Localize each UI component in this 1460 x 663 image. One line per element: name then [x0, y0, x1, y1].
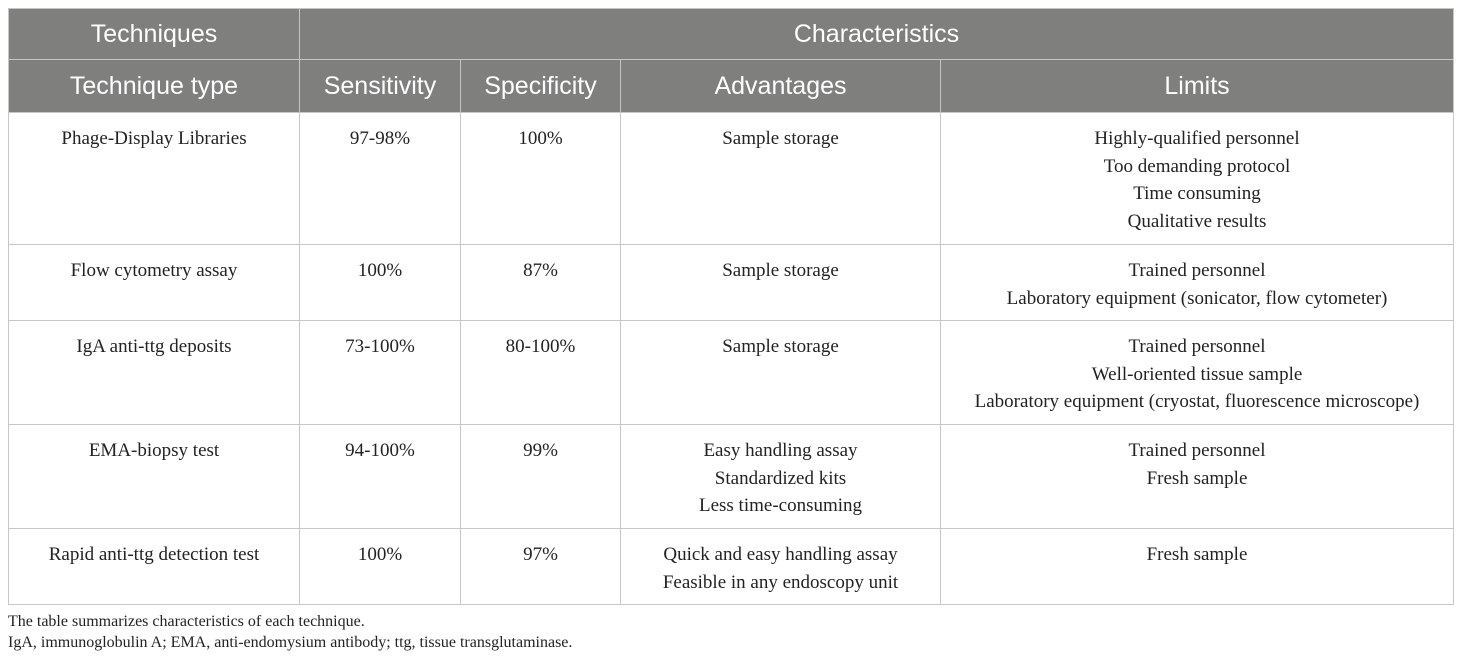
header-characteristics: Characteristics — [298, 8, 1455, 60]
table-footnotes: The table summarizes characteristics of … — [8, 611, 572, 653]
cell-text: Trained personnel — [1128, 260, 1266, 281]
cell-text: Laboratory equipment (sonicator, flow cy… — [1006, 287, 1388, 309]
table-container: Techniques Characteristics Technique typ… — [8, 8, 1455, 605]
advantages-cell: Easy handling assay Standardized kits Le… — [620, 424, 941, 529]
specificity-cell: 100% — [460, 112, 621, 245]
sensitivity-cell: 94-100% — [299, 424, 461, 529]
limits-cell: Highly-qualified personnel Too demanding… — [939, 112, 1455, 245]
footnote-summary: The table summarizes characteristics of … — [8, 613, 365, 630]
table-row: Phage-Display Libraries 97-98% 100% Samp… — [8, 112, 1455, 245]
specificity-cell: 80-100% — [460, 320, 621, 425]
cell-text: Time consuming — [1133, 183, 1261, 204]
sensitivity-cell: 73-100% — [299, 320, 461, 425]
cell-text: Trained personnel — [1128, 440, 1266, 461]
cell-text: 73-100% — [345, 336, 415, 357]
cell-text: Flow cytometry assay — [70, 260, 238, 281]
cell-text: 80-100% — [505, 336, 576, 357]
advantages-cell: Quick and easy handling assay Feasible i… — [620, 528, 941, 605]
cell-text: 100% — [518, 128, 563, 149]
cell-text: Too demanding protocol — [1103, 155, 1291, 177]
technique-cell: Phage-Display Libraries — [8, 112, 300, 245]
header-limits: Limits — [939, 59, 1455, 113]
technique-cell: IgA anti-ttg deposits — [8, 320, 300, 425]
cell-text: 97% — [523, 544, 558, 565]
techniques-table: Techniques Characteristics Technique typ… — [8, 8, 1455, 605]
specificity-cell: 99% — [460, 424, 621, 529]
cell-text: 100% — [357, 544, 403, 565]
cell-text: 87% — [523, 260, 558, 281]
footnote-abbreviations: IgA, immunoglobulin A; EMA, anti-endomys… — [8, 634, 573, 651]
cell-text: Well-oriented tissue sample — [1091, 363, 1303, 385]
table-row: Rapid anti-ttg detection test 100% 97% Q… — [8, 528, 1455, 605]
technique-cell: Rapid anti-ttg detection test — [8, 528, 300, 605]
cell-text: Sample storage — [722, 128, 839, 149]
cell-text: Laboratory equipment (cryostat, fluoresc… — [974, 391, 1420, 412]
limits-cell: Fresh sample — [939, 528, 1455, 605]
column-header-row: Technique type Sensitivity Specificity A… — [8, 59, 1455, 113]
cell-text: 94-100% — [345, 440, 415, 461]
limits-cell: Trained personnel Fresh sample — [939, 424, 1455, 529]
cell-text: Standardized kits — [714, 467, 847, 489]
header-techniques: Techniques — [8, 8, 300, 60]
cell-text: Sample storage — [722, 260, 839, 281]
cell-text: Quick and easy handling assay — [663, 544, 898, 565]
specificity-cell: 97% — [460, 528, 621, 605]
limits-cell: Trained personnel Laboratory equipment (… — [939, 244, 1455, 321]
technique-cell: EMA-biopsy test — [8, 424, 300, 529]
cell-text: 97-98% — [349, 128, 411, 149]
advantages-cell: Sample storage — [620, 112, 941, 245]
cell-text: Trained personnel — [1128, 336, 1266, 357]
cell-text: Less time-consuming — [698, 495, 863, 516]
cell-text: Highly-qualified personnel — [1094, 128, 1300, 149]
technique-cell: Flow cytometry assay — [8, 244, 300, 321]
sensitivity-cell: 100% — [299, 528, 461, 605]
sensitivity-cell: 97-98% — [299, 112, 461, 245]
cell-text: Rapid anti-ttg detection test — [48, 544, 260, 565]
specificity-cell: 87% — [460, 244, 621, 321]
group-header-row: Techniques Characteristics — [8, 8, 1455, 60]
advantages-cell: Sample storage — [620, 244, 941, 321]
cell-text: Phage-Display Libraries — [61, 128, 247, 149]
header-specificity: Specificity — [460, 59, 621, 113]
limits-cell: Trained personnel Well-oriented tissue s… — [939, 320, 1455, 425]
cell-text: Easy handling assay — [703, 440, 858, 461]
cell-text: 99% — [523, 440, 558, 461]
cell-text: Sample storage — [722, 336, 839, 357]
cell-text: IgA anti-ttg deposits — [76, 336, 232, 357]
table-row: Flow cytometry assay 100% 87% Sample sto… — [8, 244, 1455, 321]
header-technique-type: Technique type — [8, 59, 300, 113]
cell-text: Qualitative results — [1127, 210, 1267, 232]
cell-text: Fresh sample — [1146, 467, 1248, 489]
cell-text: 100% — [357, 260, 403, 281]
cell-text: Feasible in any endoscopy unit — [662, 571, 899, 593]
cell-text: EMA-biopsy test — [88, 440, 220, 461]
sensitivity-cell: 100% — [299, 244, 461, 321]
header-advantages: Advantages — [620, 59, 941, 113]
table-row: IgA anti-ttg deposits 73-100% 80-100% Sa… — [8, 320, 1455, 425]
header-sensitivity: Sensitivity — [299, 59, 461, 113]
table-row: EMA-biopsy test 94-100% 99% Easy handlin… — [8, 424, 1455, 529]
advantages-cell: Sample storage — [620, 320, 941, 425]
cell-text: Fresh sample — [1146, 544, 1248, 565]
